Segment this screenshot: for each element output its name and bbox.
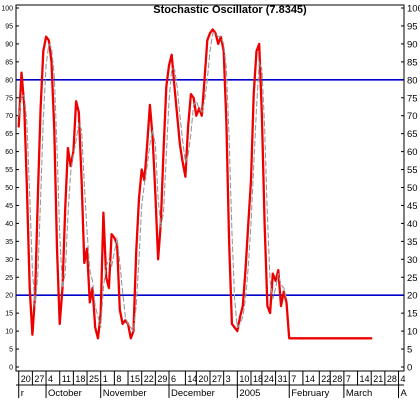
month-label: December — [171, 388, 215, 399]
x-tick-label: 22 — [321, 374, 331, 384]
y-tick-label-left: 70 — [5, 113, 13, 120]
x-tick-label: 11 — [62, 374, 71, 384]
y-tick-label-right: 45 — [407, 201, 418, 212]
y-tick-label-left: 55 — [5, 167, 13, 174]
x-tick-label: 18 — [253, 374, 263, 384]
x-tick-label: 28 — [332, 374, 342, 384]
y-tick-label-left: 15 — [5, 311, 13, 318]
y-tick-label-left: 5 — [9, 347, 13, 354]
y-tick-label-left: 65 — [5, 131, 13, 138]
month-label: A — [401, 388, 408, 399]
y-tick-label-left: 30 — [5, 257, 13, 264]
x-tick-label: 4 — [401, 374, 406, 384]
y-tick-label-left: 45 — [5, 203, 13, 210]
y-tick-label-right: 35 — [407, 237, 418, 248]
y-tick-label-right: 30 — [407, 255, 418, 266]
x-tick-label: 7 — [346, 374, 351, 384]
y-tick-label-left: 60 — [5, 149, 13, 156]
y-tick-label-right: 40 — [407, 219, 418, 230]
y-tick-label-right: 50 — [407, 183, 418, 194]
month-label: October — [48, 388, 82, 399]
y-tick-label-right: 5 — [407, 345, 412, 356]
y-tick-label-right: 95 — [407, 21, 418, 32]
y-tick-label-right: 10 — [407, 327, 418, 338]
x-tick-label: 31 — [278, 374, 288, 384]
month-label: November — [103, 388, 147, 399]
frame-layer: 20 27 4 11 18 25 1 8 15 22 29 6 14 20 27 3 10 18 24 31 7 14 22… — [15, 4, 408, 399]
y-tick-label-left: 50 — [5, 185, 13, 192]
y-tick-label-left: 0 — [9, 365, 13, 372]
y-tick-label-right: 15 — [407, 309, 418, 320]
x-tick-label: 1 — [103, 374, 108, 384]
x-tick-label: 14 — [187, 374, 197, 384]
y-tick-label-left: 100 — [1, 6, 13, 13]
x-tick-label: 14 — [305, 374, 315, 384]
y-tick-label-right: 100 — [407, 4, 420, 15]
month-label: r — [21, 388, 24, 399]
month-label: March — [346, 388, 372, 399]
x-tick-label: 27 — [212, 374, 222, 384]
oscillator-line — [17, 28, 373, 340]
month-label: 2005 — [239, 388, 260, 399]
x-tick-label: 15 — [130, 374, 140, 384]
y-tick-label-right: 70 — [407, 111, 418, 122]
y-tick-label-left: 20 — [5, 293, 13, 300]
y-tick-label-right: 25 — [407, 273, 418, 284]
y-tick-label-right: 60 — [407, 147, 418, 158]
reference-lines — [16, 79, 404, 297]
y-tick-label-left: 25 — [5, 275, 13, 282]
x-tick-label: 21 — [373, 374, 383, 384]
series-layer — [17, 28, 373, 340]
x-tick-label: 6 — [171, 374, 176, 384]
y-tick-label-left: 80 — [5, 77, 13, 84]
y-tick-label-left: 90 — [5, 41, 13, 48]
x-tick-label: 29 — [157, 374, 167, 384]
y-tick-label-right: 20 — [407, 291, 418, 302]
y-tick-label-right: 75 — [407, 93, 418, 104]
x-tick-label: 14 — [360, 374, 370, 384]
x-tick-label: 20 — [198, 374, 208, 384]
x-tick-label: 25 — [89, 374, 99, 384]
y-tick-label-left: 95 — [5, 23, 13, 30]
x-tick-label: 24 — [264, 374, 274, 384]
x-tick-label: 20 — [21, 374, 31, 384]
y-tick-label-right: 65 — [407, 129, 418, 140]
y-tick-label-right: 0 — [407, 363, 412, 374]
y-tick-label-left: 75 — [5, 95, 13, 102]
y-tick-label-right: 55 — [407, 165, 418, 176]
x-tick-label: 10 — [239, 374, 249, 384]
y-tick-label-left: 85 — [5, 59, 13, 66]
y-tick-label-right: 80 — [407, 75, 418, 86]
chart-title: Stochastic Oscillator (7.8345) — [153, 4, 307, 16]
x-tick-label: 27 — [34, 374, 44, 384]
y-tick-label-right: 85 — [407, 57, 418, 68]
x-tick-label: 4 — [48, 374, 53, 384]
x-tick-label: 8 — [116, 374, 121, 384]
x-tick-label: 3 — [226, 374, 231, 384]
month-label: February — [291, 388, 329, 399]
y-tick-label-left: 40 — [5, 221, 13, 228]
signal-line-dashed — [18, 32, 288, 332]
y-tick-label-left: 35 — [5, 239, 13, 246]
y-tick-label-right: 90 — [407, 39, 418, 50]
x-tick-label: 28 — [387, 374, 397, 384]
x-tick-label: 7 — [291, 374, 296, 384]
x-tick-label: 22 — [144, 374, 154, 384]
y-tick-label-left: 10 — [5, 329, 13, 336]
x-tick-label: 18 — [75, 374, 85, 384]
